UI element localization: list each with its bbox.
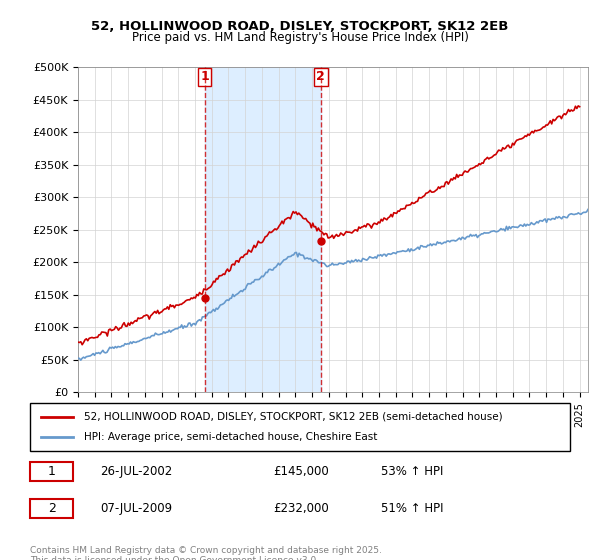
Text: Price paid vs. HM Land Registry's House Price Index (HPI): Price paid vs. HM Land Registry's House … [131, 31, 469, 44]
Text: 53% ↑ HPI: 53% ↑ HPI [381, 465, 443, 478]
FancyBboxPatch shape [30, 403, 570, 451]
Text: 1: 1 [47, 465, 56, 478]
Bar [205, 67, 321, 392]
Text: 52, HOLLINWOOD ROAD, DISLEY, STOCKPORT, SK12 2EB (semi-detached house): 52, HOLLINWOOD ROAD, DISLEY, STOCKPORT, … [84, 412, 503, 422]
Text: Contains HM Land Registry data © Crown copyright and database right 2025.
This d: Contains HM Land Registry data © Crown c… [30, 546, 382, 560]
FancyBboxPatch shape [30, 499, 73, 517]
Text: 51% ↑ HPI: 51% ↑ HPI [381, 502, 443, 515]
Text: 1: 1 [200, 71, 209, 83]
Text: HPI: Average price, semi-detached house, Cheshire East: HPI: Average price, semi-detached house,… [84, 432, 377, 442]
Text: 2: 2 [47, 502, 56, 515]
Text: 2: 2 [316, 71, 325, 83]
Text: £232,000: £232,000 [273, 502, 329, 515]
Text: £145,000: £145,000 [273, 465, 329, 478]
FancyBboxPatch shape [30, 463, 73, 481]
Text: 52, HOLLINWOOD ROAD, DISLEY, STOCKPORT, SK12 2EB: 52, HOLLINWOOD ROAD, DISLEY, STOCKPORT, … [91, 20, 509, 32]
Text: 07-JUL-2009: 07-JUL-2009 [100, 502, 172, 515]
Text: 26-JUL-2002: 26-JUL-2002 [100, 465, 172, 478]
